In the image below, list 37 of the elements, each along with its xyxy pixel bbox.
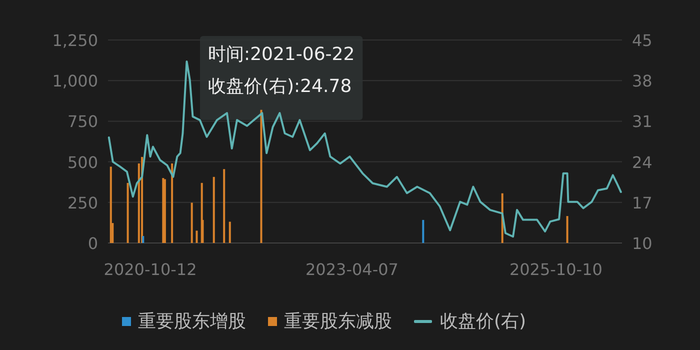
y2-tick-label: 31 (632, 112, 652, 132)
y-tick-label: 250 (67, 193, 98, 212)
y-tick-label: 750 (67, 112, 98, 132)
bar (171, 163, 174, 243)
x-tick-label: 2023-04-07 (305, 260, 398, 279)
bar (202, 220, 204, 243)
y2-tick-label: 24 (632, 152, 652, 172)
bar (228, 222, 231, 243)
annotation: 收盘价(右):24.78 (208, 76, 352, 97)
y-tick-label: 1,250 (52, 31, 98, 50)
y2-tick-label: 38 (632, 72, 652, 91)
legend-label: 重要股东减股 (284, 311, 392, 332)
y-tick-label: 0 (88, 234, 98, 253)
y2-tick-label: 10 (632, 234, 652, 253)
bar (566, 216, 568, 243)
y2-tick-label: 17 (632, 193, 652, 212)
x-tick-label: 2020-10-12 (104, 260, 197, 279)
bar (223, 169, 226, 243)
bar (162, 178, 164, 243)
y2-tick-label: 45 (632, 31, 652, 50)
bar (164, 179, 166, 243)
bar (260, 110, 262, 243)
legend-label: 重要股东增股 (138, 311, 246, 332)
tooltip: 时间:2021-06-22 收盘价(右):24.78 (200, 36, 363, 120)
y-tick-label: 1,000 (52, 72, 98, 91)
bar (190, 202, 193, 243)
bar (138, 163, 140, 243)
bar (110, 166, 112, 243)
bar (142, 236, 144, 243)
legend-label: 收盘价(右) (440, 311, 526, 332)
annotation: 时间:2021-06-22 (208, 44, 355, 65)
bar (422, 220, 424, 243)
bar (112, 223, 114, 243)
x-tick-label: 2025-10-10 (509, 260, 602, 279)
bar (212, 176, 215, 243)
y-tick-label: 500 (67, 152, 98, 172)
bar (196, 230, 198, 243)
